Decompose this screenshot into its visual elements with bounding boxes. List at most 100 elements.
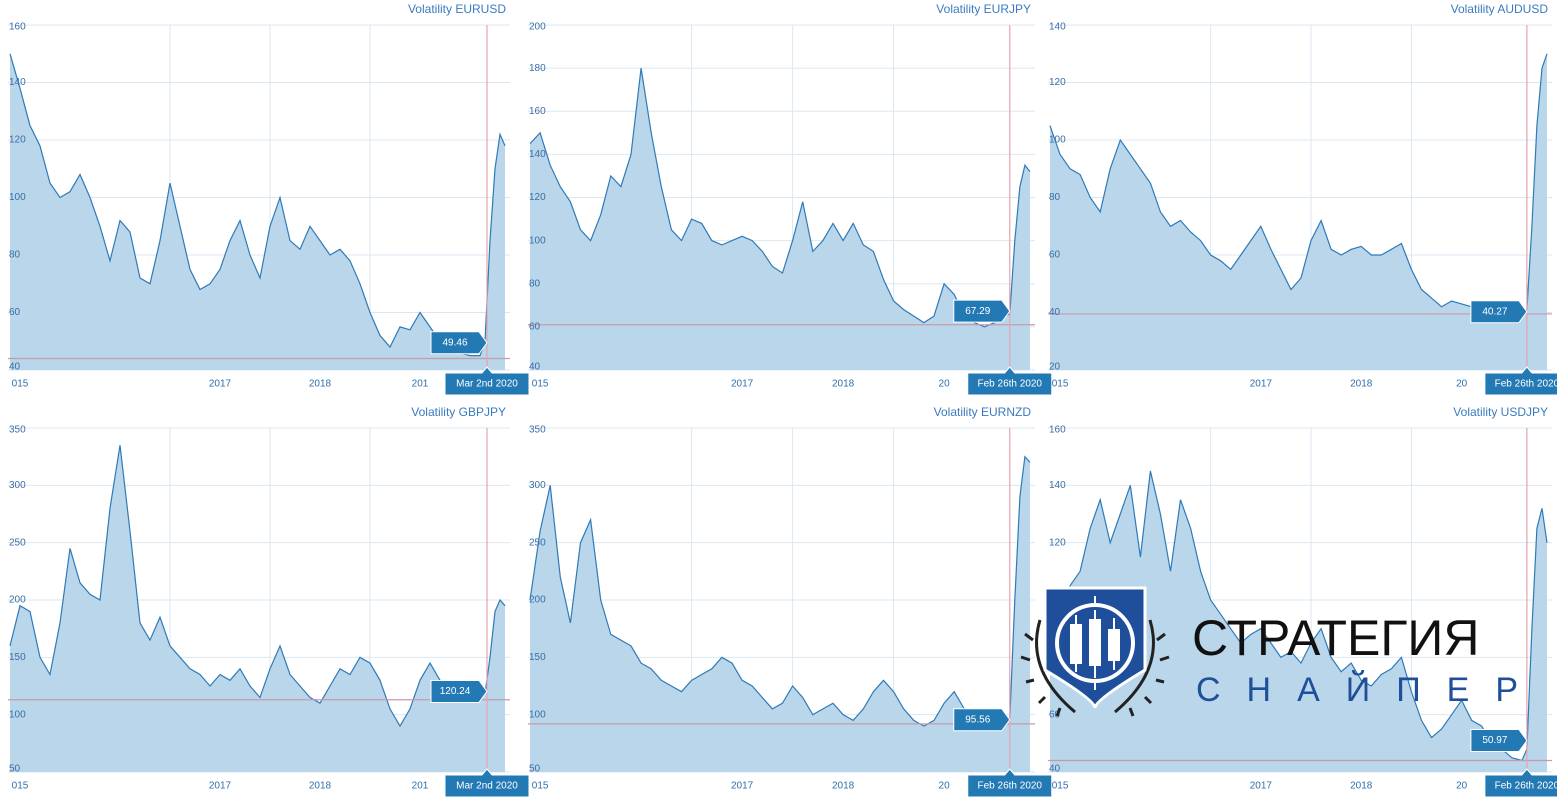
chart-panel: 015 2017 2018 20 20 40 60 80 100 120 140 Volatility… [1048, 2, 1557, 396]
y-tick-label: 300 [529, 480, 546, 491]
y-tick-label: 150 [529, 652, 546, 663]
x-tick-label: 015 [12, 379, 29, 390]
y-tick-label: 250 [9, 537, 26, 548]
y-tick-label: 350 [529, 425, 546, 436]
value-callout [953, 708, 1011, 732]
y-tick-label: 120 [9, 135, 26, 146]
x-tick-label: 015 [12, 781, 29, 792]
value-label: 67.29 [965, 306, 990, 317]
date-label: Feb 26th 2020 [978, 379, 1043, 390]
y-tick-label: 140 [529, 149, 546, 160]
watermark: СТРАТЕГИЯ СНАЙПЕР [1020, 586, 1544, 717]
date-label: Feb 26th 2020 [1495, 781, 1557, 792]
x-tick-label: 2017 [1250, 781, 1273, 792]
y-tick-label: 60 [1049, 709, 1061, 720]
y-tick-label: 20 [1049, 362, 1061, 373]
value-label: 49.46 [442, 337, 467, 348]
date-callout [1484, 366, 1557, 396]
y-tick-label: 100 [529, 235, 546, 246]
y-tick-label: 200 [529, 22, 546, 33]
y-tick-label: 60 [9, 307, 21, 318]
x-tick-label: 015 [532, 379, 549, 390]
x-tick-label: 2018 [832, 781, 855, 792]
date-callout [967, 366, 1053, 396]
y-tick-label: 80 [1049, 192, 1061, 203]
y-tick-label: 80 [9, 250, 21, 261]
chart-title: Volatility EURNZD [934, 405, 1032, 419]
chart-title: Volatility EURUSD [408, 2, 506, 16]
value-callout [430, 679, 488, 703]
value-label: 95.56 [965, 714, 990, 725]
y-tick-label: 200 [9, 595, 26, 606]
chart-panel: 0152017201820406080100120140160Volatilit… [1048, 405, 1557, 798]
y-tick-label: 40 [9, 362, 21, 373]
y-tick-label: 140 [9, 77, 26, 88]
y-tick-label: 350 [9, 425, 26, 436]
x-tick-label: 2018 [309, 379, 332, 390]
x-tick-label: 2017 [209, 781, 232, 792]
y-tick-label: 60 [1049, 250, 1061, 261]
charts: 015 2017 2018 201406080100120140160Volatili… [8, 2, 1557, 798]
x-tick-label: 20 [939, 781, 951, 792]
value-label: 40.27 [1482, 306, 1507, 317]
x-tick-label: 015 [532, 781, 549, 792]
date-label: Mar 2nd 2020 [456, 379, 518, 390]
chart-panel: 015 2017 2018 20 40 60 80 100 120 140 160 180 200 Vol… [528, 2, 1053, 396]
y-tick-label: 100 [9, 709, 26, 720]
date-callout [444, 366, 530, 396]
value-callout [430, 331, 488, 355]
y-tick-label: 160 [1049, 425, 1066, 436]
x-tick-label: 015 [1052, 781, 1069, 792]
value-label: 120.24 [440, 686, 471, 697]
chart-title: Volatility GBPJPY [411, 405, 506, 419]
watermark-subtitle: СНАЙПЕР [1196, 671, 1544, 709]
x-tick-label: 20 [1456, 781, 1468, 792]
y-tick-label: 140 [1049, 22, 1066, 33]
x-tick-label: 2018 [1350, 781, 1373, 792]
area-fill [530, 456, 1030, 772]
x-tick-label: 2017 [209, 379, 232, 390]
area-fill [530, 68, 1030, 370]
date-label: Mar 2nd 2020 [456, 781, 518, 792]
chart-title: Volatility EURJPY [936, 2, 1031, 16]
y-tick-label: 250 [529, 537, 546, 548]
x-tick-label: 20 [1456, 379, 1468, 390]
y-tick-label: 40 [1049, 307, 1061, 318]
x-tick-label: 2017 [1250, 379, 1273, 390]
chart-panel: 015 2017 2018 201 50 100 150 200 250 300 350 Volati… [8, 405, 530, 798]
y-tick-label: 40 [1049, 764, 1061, 775]
date-label: Feb 26th 2020 [1495, 379, 1557, 390]
y-tick-label: 160 [9, 22, 26, 33]
y-tick-label: 100 [9, 192, 26, 203]
x-tick-label: 201 [412, 781, 429, 792]
y-tick-label: 120 [1049, 537, 1066, 548]
x-tick-label: 2017 [731, 379, 754, 390]
y-tick-label: 200 [529, 595, 546, 606]
value-callout [953, 299, 1011, 323]
date-callout [444, 768, 530, 798]
date-label: Feb 26th 2020 [978, 781, 1043, 792]
y-tick-label: 50 [529, 764, 541, 775]
y-tick-label: 300 [9, 480, 26, 491]
date-callout [967, 768, 1053, 798]
x-tick-label: 20 [939, 379, 951, 390]
x-tick-label: 2018 [1350, 379, 1373, 390]
candles [1070, 596, 1120, 690]
chart-title: Volatility AUDUSD [1451, 2, 1549, 16]
x-tick-label: 201 [412, 379, 429, 390]
value-label: 50.97 [1482, 735, 1507, 746]
x-tick-label: 015 [1052, 379, 1069, 390]
y-tick-label: 120 [529, 192, 546, 203]
x-tick-label: 2017 [731, 781, 754, 792]
y-tick-label: 100 [1049, 135, 1066, 146]
x-tick-label: 2018 [832, 379, 855, 390]
y-tick-label: 80 [529, 278, 541, 289]
y-tick-label: 140 [1049, 480, 1066, 491]
chart-panel: 015 2017 2018 201 40 60 80 100 120 140 160 Volatili… [8, 2, 530, 396]
y-tick-label: 150 [9, 652, 26, 663]
y-tick-label: 50 [9, 764, 21, 775]
y-tick-label: 120 [1049, 77, 1066, 88]
area-fill [10, 53, 505, 371]
watermark-title: СТРАТЕГИЯ [1192, 610, 1479, 666]
chart-panel: 015 2017 2018 20 50 100 150 200 250 300 350 Volatil… [528, 405, 1053, 798]
